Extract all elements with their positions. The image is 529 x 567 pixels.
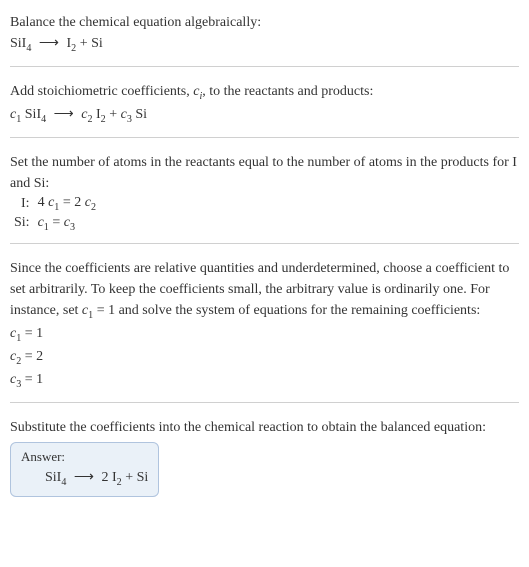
coeff-intro: Add stoichiometric coefficients, ci, to … <box>10 81 519 104</box>
answer-equation: SiI4 ⟶ 2 I2 + Si <box>21 469 148 488</box>
product-species-1: I2 <box>66 36 76 51</box>
section-problem: Balance the chemical equation algebraica… <box>10 8 519 67</box>
coeff-value: c1 = 1 <box>10 323 519 346</box>
balance-equation: c1 = c3 <box>34 214 100 234</box>
section-result: Substitute the coefficients into the che… <box>10 413 519 507</box>
reactant-species: SiI4 <box>10 36 31 51</box>
coeff-equation: c1 SiI4 ⟶ c2 I2 + c3 Si <box>10 104 519 127</box>
coeff-value: c2 = 2 <box>10 346 519 369</box>
table-row: I: 4 c1 = 2 c2 <box>10 194 100 214</box>
solve-intro: Since the coefficients are relative quan… <box>10 258 519 323</box>
result-intro: Substitute the coefficients into the che… <box>10 417 519 438</box>
section-atom-balance: Set the number of atoms in the reactants… <box>10 148 519 245</box>
reaction-arrow: ⟶ <box>54 104 74 125</box>
section-solve: Since the coefficients are relative quan… <box>10 254 519 403</box>
balance-equation: 4 c1 = 2 c2 <box>34 194 100 214</box>
section-coefficients: Add stoichiometric coefficients, ci, to … <box>10 77 519 138</box>
balance-table: I: 4 c1 = 2 c2 Si: c1 = c3 <box>10 194 100 234</box>
answer-box: Answer: SiI4 ⟶ 2 I2 + Si <box>10 442 159 497</box>
reaction-arrow: ⟶ <box>74 469 94 486</box>
element-label: I: <box>10 194 34 214</box>
answer-title: Answer: <box>21 449 148 465</box>
reaction-arrow: ⟶ <box>39 33 59 54</box>
coeff-value: c3 = 1 <box>10 369 519 392</box>
balance-intro: Set the number of atoms in the reactants… <box>10 152 519 194</box>
element-label: Si: <box>10 214 34 234</box>
problem-intro: Balance the chemical equation algebraica… <box>10 12 519 33</box>
table-row: Si: c1 = c3 <box>10 214 100 234</box>
plus: + <box>76 36 91 51</box>
problem-equation: SiI4 ⟶ I2 + Si <box>10 33 519 56</box>
product-species-2: Si <box>91 36 103 51</box>
